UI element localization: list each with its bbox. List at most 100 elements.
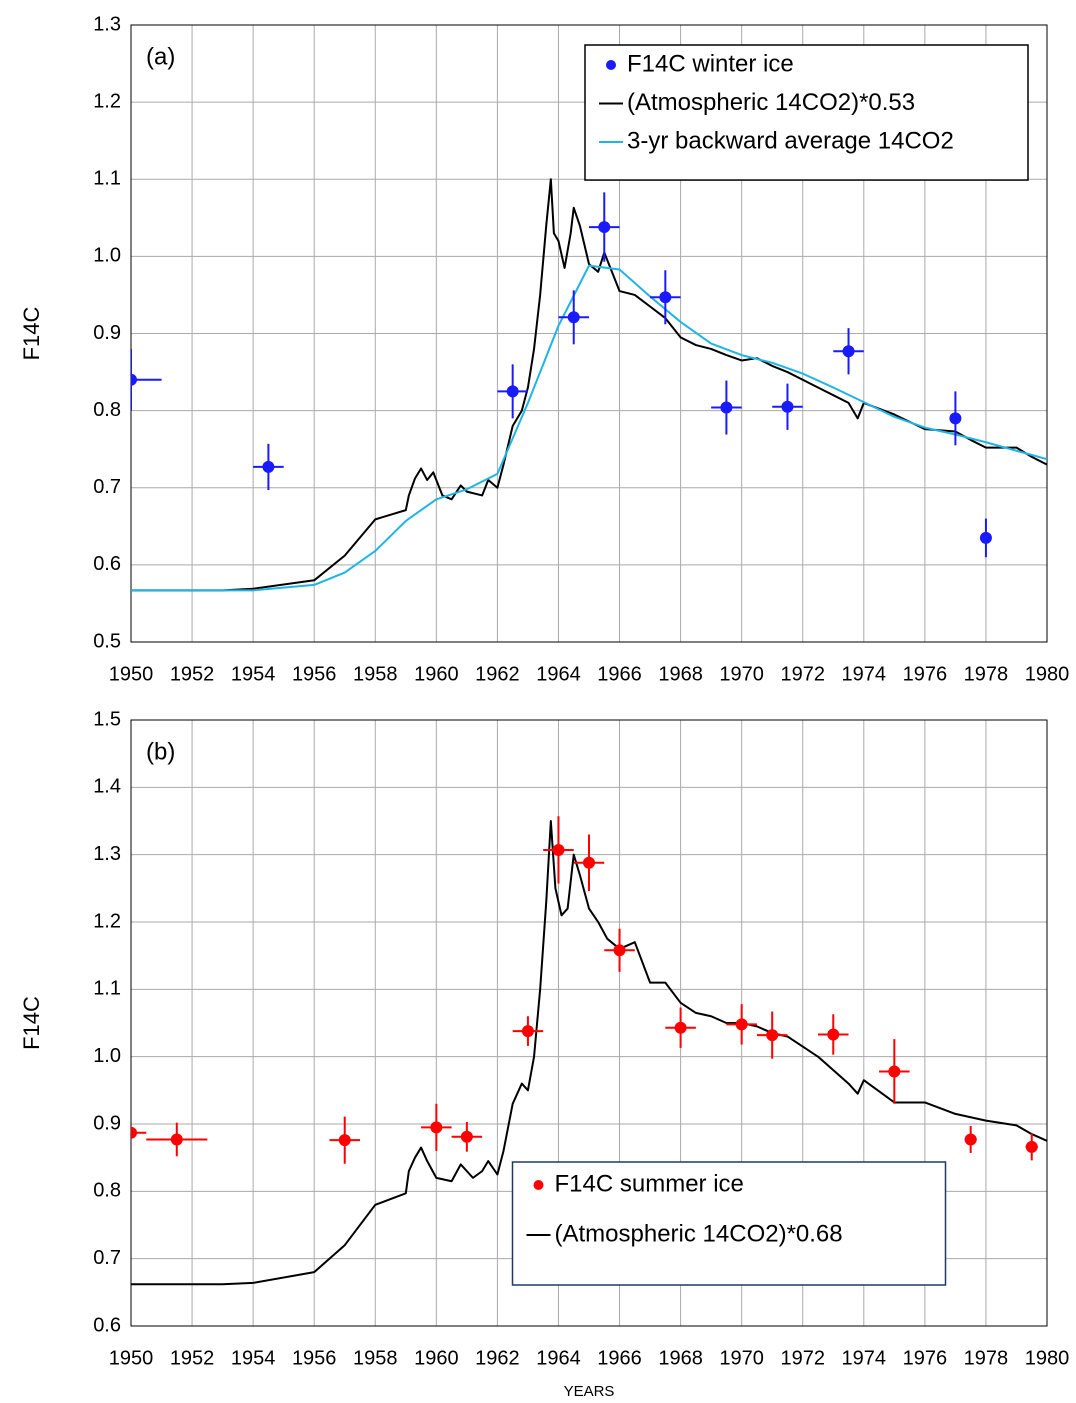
x-tick-label: 1954	[231, 1347, 276, 1369]
x-tick-label: 1962	[475, 663, 520, 685]
data-point	[735, 1018, 748, 1031]
x-tick-label: 1974	[842, 1347, 887, 1369]
data-point	[460, 1130, 473, 1143]
x-tick-label: 1972	[780, 663, 825, 685]
x-tick-label: 1978	[964, 663, 1009, 685]
y-tick-label: 0.9	[93, 1112, 121, 1134]
panel: 0.5 0.6 0.7 0.8 0.9 1.0 1.1 1.2 1.3 1950 1952 1954 1…	[19, 13, 1069, 685]
y-tick-label: 0.6	[93, 1314, 121, 1336]
plot-frame	[130, 24, 1048, 643]
y-tick-label: 1.1	[93, 978, 121, 1000]
x-tick-label: 1960	[414, 1347, 459, 1369]
y-tick-label: 1.5	[93, 708, 121, 730]
y-tick-label: 0.5	[93, 630, 121, 652]
x-tick-label: 1980	[1025, 1347, 1070, 1369]
x-tick-label: 1952	[170, 1347, 215, 1369]
panel: 0.6 0.7 0.8 0.9 1.0 1.1 1.2 1.3 1.4 1.5 1950 1952 19…	[19, 708, 1069, 1400]
panel-label: (a)	[146, 43, 175, 70]
data-point	[521, 1025, 534, 1038]
data-line	[131, 178, 1047, 592]
data-point	[979, 531, 992, 544]
y-tick-label: 1.0	[93, 1045, 121, 1067]
legend-label: (Atmospheric 14CO2)*0.53	[627, 89, 915, 116]
x-tick-label: 1970	[719, 1347, 764, 1369]
y-axis-label: F14C	[19, 306, 44, 360]
y-tick-label: 0.7	[93, 476, 121, 498]
data-point	[674, 1021, 687, 1034]
data-point	[131, 373, 137, 386]
y-tick-label: 1.4	[93, 776, 121, 798]
plot-area	[131, 178, 1047, 592]
data-point	[598, 221, 611, 234]
data-point	[430, 1121, 443, 1134]
legend-label: (Atmospheric 14CO2)*0.68	[555, 1220, 843, 1247]
x-tick-label: 1966	[597, 663, 642, 685]
data-point	[781, 400, 794, 413]
data-point	[567, 311, 580, 324]
y-tick-label: 1.3	[93, 13, 121, 35]
legend-label: F14C winter ice	[627, 50, 794, 77]
data-point	[659, 291, 672, 304]
y-tick-label: 0.7	[93, 1247, 121, 1269]
x-tick-label: 1978	[964, 1347, 1009, 1369]
data-point	[949, 412, 962, 425]
data-line	[131, 264, 1047, 592]
x-axis-label: YEARS	[564, 1383, 615, 1400]
data-point	[613, 944, 626, 957]
x-tick-label: 1956	[292, 1347, 337, 1369]
y-tick-label: 1.1	[93, 168, 121, 190]
data-point	[766, 1029, 779, 1042]
x-tick-label: 1970	[719, 663, 764, 685]
y-tick-label: 0.6	[93, 553, 121, 575]
data-point	[131, 1126, 137, 1139]
data-line	[131, 820, 1047, 1286]
panel-label: (b)	[146, 738, 175, 765]
data-point	[583, 856, 595, 869]
x-tick-label: 1962	[475, 1347, 520, 1369]
data-point	[827, 1028, 840, 1041]
x-tick-label: 1964	[536, 663, 581, 685]
data-point	[888, 1065, 901, 1078]
x-tick-label: 1968	[658, 663, 703, 685]
legend-box	[511, 1161, 947, 1286]
y-tick-label: 1.2	[93, 910, 121, 932]
y-axis-label: F14C	[19, 996, 44, 1050]
x-tick-label: 1956	[292, 663, 337, 685]
plot-area	[131, 816, 1047, 1286]
x-tick-label: 1964	[536, 1347, 581, 1369]
legend: F14C winter ice (Atmospheric 14CO2)*0.53 3…	[584, 44, 1029, 181]
data-point	[262, 460, 275, 473]
data-point	[170, 1133, 183, 1146]
y-tick-label: 0.8	[93, 399, 121, 421]
data-point	[1025, 1140, 1038, 1153]
data-point	[842, 345, 855, 358]
x-tick-label: 1958	[353, 663, 398, 685]
x-tick-label: 1950	[109, 663, 154, 685]
data-point	[338, 1134, 351, 1147]
x-tick-label: 1968	[658, 1347, 703, 1369]
y-tick-label: 1.2	[93, 90, 121, 112]
x-tick-label: 1950	[109, 1347, 154, 1369]
x-tick-label: 1958	[353, 1347, 398, 1369]
x-tick-label: 1976	[903, 663, 948, 685]
x-tick-label: 1960	[414, 663, 459, 685]
legend-label: 3-yr backward average 14CO2	[627, 127, 954, 154]
x-tick-label: 1972	[780, 1347, 825, 1369]
x-tick-label: 1966	[597, 1347, 642, 1369]
legend: F14C summer ice (Atmospheric 14CO2)*0.68	[511, 1161, 947, 1286]
data-point	[552, 843, 565, 856]
x-tick-label: 1954	[231, 663, 276, 685]
x-tick-label: 1952	[170, 663, 215, 685]
legend-label: F14C summer ice	[555, 1170, 744, 1197]
data-point	[964, 1133, 977, 1146]
legend-box	[584, 44, 1029, 181]
y-tick-label: 1.0	[93, 245, 121, 267]
data-point	[720, 401, 733, 414]
y-tick-label: 1.3	[93, 843, 121, 865]
legend-swatch	[606, 60, 616, 70]
y-tick-label: 0.9	[93, 322, 121, 344]
x-tick-label: 1974	[842, 663, 887, 685]
x-tick-label: 1980	[1025, 663, 1070, 685]
data-point	[506, 385, 519, 398]
